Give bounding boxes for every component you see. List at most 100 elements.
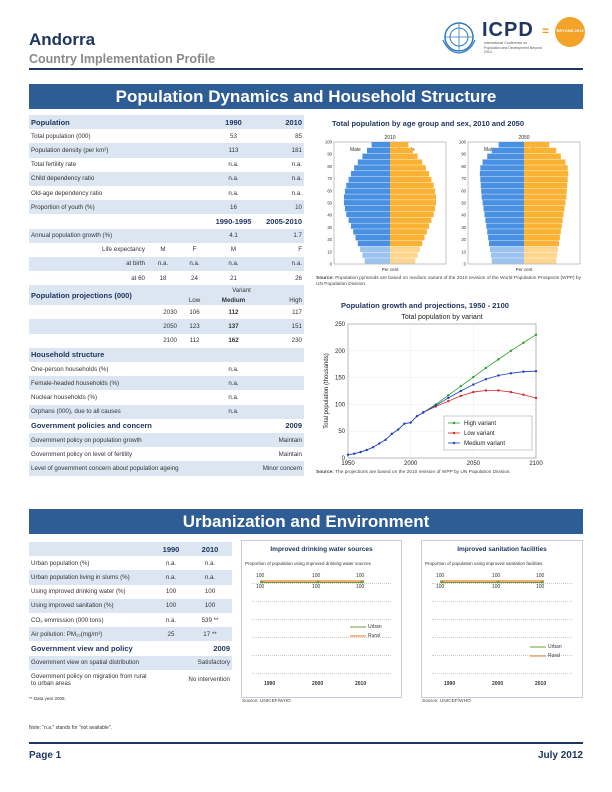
pyramid-male-bar (357, 240, 390, 247)
pyramid-female-bar (390, 142, 409, 148)
pyramid-female-bar (390, 182, 434, 189)
pyramid-male-bar (491, 147, 524, 154)
pyramid-age-tick: 50 (327, 201, 332, 206)
row-label: Total population (000) (31, 132, 91, 140)
table-row: Orphans (000), due to all causes n.a. (29, 404, 304, 419)
pyramid-year-label: 2010 (384, 135, 395, 141)
row-label: 2030 (163, 308, 177, 316)
pyramid-female-bar (390, 147, 413, 154)
water-year: 1990 (264, 681, 276, 687)
water-urban-1990: 100 (256, 573, 265, 579)
series-point (522, 341, 525, 344)
col-high: High (257, 296, 304, 306)
cell: n.a. (210, 256, 257, 272)
pyramid-age-tick: 90 (461, 152, 466, 157)
cell: n.a. (210, 404, 257, 419)
pyramid-male-bar (484, 211, 524, 218)
legend-label: High variant (464, 421, 496, 427)
water-rural-1990: 100 (256, 584, 265, 590)
series-point (509, 390, 513, 394)
series-point (522, 370, 525, 373)
pyramid-male-bar (480, 165, 524, 171)
pyramid-female-bar (524, 159, 566, 165)
sanitation-year: 2010 (535, 681, 547, 687)
series-point (434, 404, 437, 407)
series-point (497, 389, 500, 392)
y-tick-label: 150 (335, 376, 346, 382)
pyramid-age-tick: 20 (461, 237, 466, 242)
cell: n.a. (154, 570, 188, 585)
table-row: Household structure (29, 347, 304, 362)
footer-divider (29, 742, 583, 744)
pyramid-male-bar (480, 176, 524, 183)
water-rural-2000: 100 (312, 584, 321, 590)
pyramid-male-bar (362, 153, 390, 160)
series-point (534, 396, 538, 400)
pyramid-age-tick: 100 (325, 140, 333, 145)
col-year-1: 1990 (210, 115, 257, 130)
row-label: Annual population growth (%) (29, 228, 210, 243)
pyramid-x-label: Per cent (382, 267, 400, 272)
cell: 112 (189, 337, 200, 345)
series-point (534, 369, 538, 373)
cell: n.a. (204, 559, 216, 567)
table-row: at birth n.a. n.a. n.a. n.a. (29, 256, 304, 272)
table-row: Life expectancy M F M F (29, 243, 304, 257)
cell: Maintain (210, 432, 304, 448)
row-label: Government view on spatial distribution (29, 655, 154, 670)
beyond-2014-logo: BEYOND 2014 (555, 17, 585, 47)
legend-urban: Urban (368, 624, 382, 630)
row-label: One-person households (%) (31, 365, 109, 373)
pyramid-male-label: Male (350, 147, 361, 153)
pyramid-male-bar (486, 223, 524, 229)
historical-point (384, 438, 387, 441)
cell: F (192, 246, 197, 254)
pyramid-male-bar (344, 194, 390, 200)
pyramid-age-tick: 40 (327, 213, 332, 218)
row-label: Urban population (%) (31, 559, 90, 567)
pyramid-male-bar (487, 229, 524, 235)
legend-urban: Urban (548, 644, 562, 650)
series-point (472, 375, 475, 379)
series-point (484, 389, 488, 392)
historical-point (371, 446, 375, 449)
series-point (534, 333, 538, 336)
pyramid-x-label: Per cent (516, 267, 534, 272)
pyramid-male-bar (344, 200, 390, 206)
pyramid-male-bar (350, 223, 390, 229)
row-label: 2050 (29, 319, 179, 334)
table-row: Nuclear households (%) n.a. (29, 390, 304, 404)
series-point (459, 384, 462, 388)
series-line (423, 390, 537, 413)
na-note: Note: "n.a." stands for "not available". (29, 725, 112, 731)
cell: No intervention (188, 676, 230, 684)
pyramid-age-tick: 30 (327, 225, 332, 230)
series-point (484, 378, 488, 381)
legend-label: Low variant (464, 431, 495, 437)
cell: n.a. (291, 189, 302, 197)
pyramid-female-bar (524, 176, 568, 183)
urban-footnote: ** Data year 2008. (29, 696, 66, 701)
historical-point (409, 421, 412, 424)
pyramid-male-bar (491, 258, 524, 264)
cell: Satisfactory (154, 655, 232, 670)
table-row: 2030 106 112 117 (29, 305, 304, 319)
cell: F (298, 246, 302, 254)
sanitation-subtitle: Proportion of population using improved … (425, 561, 543, 566)
series-point (472, 390, 475, 394)
pyramid-female-bar (524, 200, 566, 206)
table-row: 2100 112 162 230 (29, 334, 304, 348)
table-row: Annual population growth (%) 4.1 1.7 (29, 228, 304, 243)
sanitation-rural-2010: 100 (536, 584, 545, 590)
pyramid-female-bar (390, 200, 436, 206)
cell: Minor concern (210, 461, 304, 476)
projection-line-chart: Total population by variant 0 50 100 150 200 2… (324, 314, 543, 467)
page-number: Page 1 (29, 750, 62, 761)
x-tick-label: 2000 (404, 461, 418, 467)
un-emblem-icon (442, 22, 476, 54)
pyramid-male-bar (479, 171, 524, 177)
row-label: Child dependency ratio (29, 171, 210, 186)
pyramid-female-bar (524, 142, 550, 148)
cell: 137 (210, 319, 257, 334)
view-year: 2009 (213, 643, 230, 653)
